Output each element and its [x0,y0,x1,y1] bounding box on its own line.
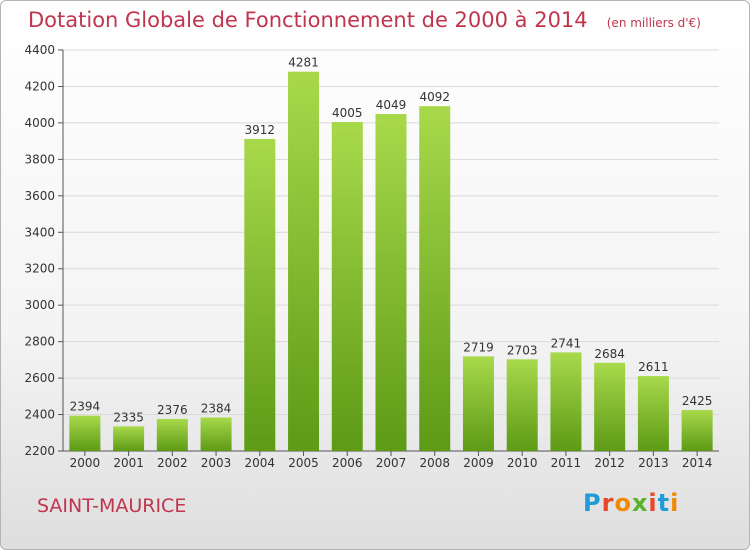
logo-letter: x [631,489,649,517]
bar [462,356,494,451]
proxiti-logo: Proxiti [583,489,679,517]
data-label: 2611 [638,360,669,374]
logo-letter: i [670,489,680,517]
bar [594,362,626,451]
y-tick-label: 3400 [24,225,55,239]
logo-letter: o [614,489,632,517]
x-tick-label: 2002 [157,456,188,470]
y-tick-label: 2400 [24,408,55,422]
bar [244,138,276,451]
data-label: 2684 [594,347,625,361]
bar [637,376,669,451]
x-tick-label: 2000 [70,456,101,470]
x-tick-label: 2008 [419,456,450,470]
logo-letter: r [601,489,615,517]
y-tick-label: 2200 [24,444,55,458]
x-tick-label: 2001 [113,456,144,470]
y-tick-label: 4400 [24,43,55,57]
x-tick-label: 2005 [288,456,319,470]
bar [288,71,320,451]
x-tick-label: 2006 [332,456,363,470]
x-tick-label: 2013 [638,456,669,470]
bar [156,418,188,451]
data-label: 4049 [376,98,407,112]
x-tick-label: 2007 [376,456,407,470]
title-text: Dotation Globale de Fonctionnement de 20… [28,8,588,32]
y-tick-label: 3200 [24,262,55,276]
bar [681,409,713,451]
data-label: 4005 [332,106,363,120]
logo-letter: P [583,489,602,517]
y-tick-label: 3000 [24,298,55,312]
data-label: 2741 [551,336,582,350]
y-tick-label: 3600 [24,189,55,203]
x-tick-label: 2014 [682,456,713,470]
bars [69,71,713,452]
bar [200,417,232,451]
data-label: 2335 [113,410,144,424]
bar [550,352,582,451]
x-tick-label: 2004 [245,456,276,470]
y-tick-label: 2800 [24,335,55,349]
x-tick-label: 2003 [201,456,232,470]
data-label: 2425 [682,394,713,408]
bar [69,415,101,451]
y-tick-label: 2600 [24,371,55,385]
commune-name: SAINT-MAURICE [37,495,187,517]
bar [113,426,145,451]
bar [506,359,538,451]
logo-letter: t [657,489,671,517]
data-label: 2703 [507,343,538,357]
data-label: 4092 [419,90,450,104]
x-tick-label: 2011 [551,456,582,470]
bar [419,106,451,451]
logo-letter: i [648,489,658,517]
y-tick-label: 4000 [24,116,55,130]
unit-note: (en milliers d'€) [606,16,701,30]
x-tick-label: 2012 [594,456,625,470]
y-tick-label: 3800 [24,152,55,166]
bar [331,121,363,451]
labels: 2394 2335 2376 2384 3912 4281 4005 4049 4092 2719… [70,56,713,425]
data-label: 2376 [157,403,188,417]
data-label: 3912 [245,123,276,137]
bar [375,113,407,452]
y-tick-label: 4200 [24,79,55,93]
data-label: 2384 [201,401,232,415]
data-label: 2719 [463,340,494,354]
x-tick-label: 2010 [507,456,538,470]
data-label: 4281 [288,56,319,70]
chart-title: Dotation Globale de Fonctionnement de 20… [28,8,701,32]
x-tick-label: 2009 [463,456,494,470]
data-label: 2394 [70,400,101,414]
